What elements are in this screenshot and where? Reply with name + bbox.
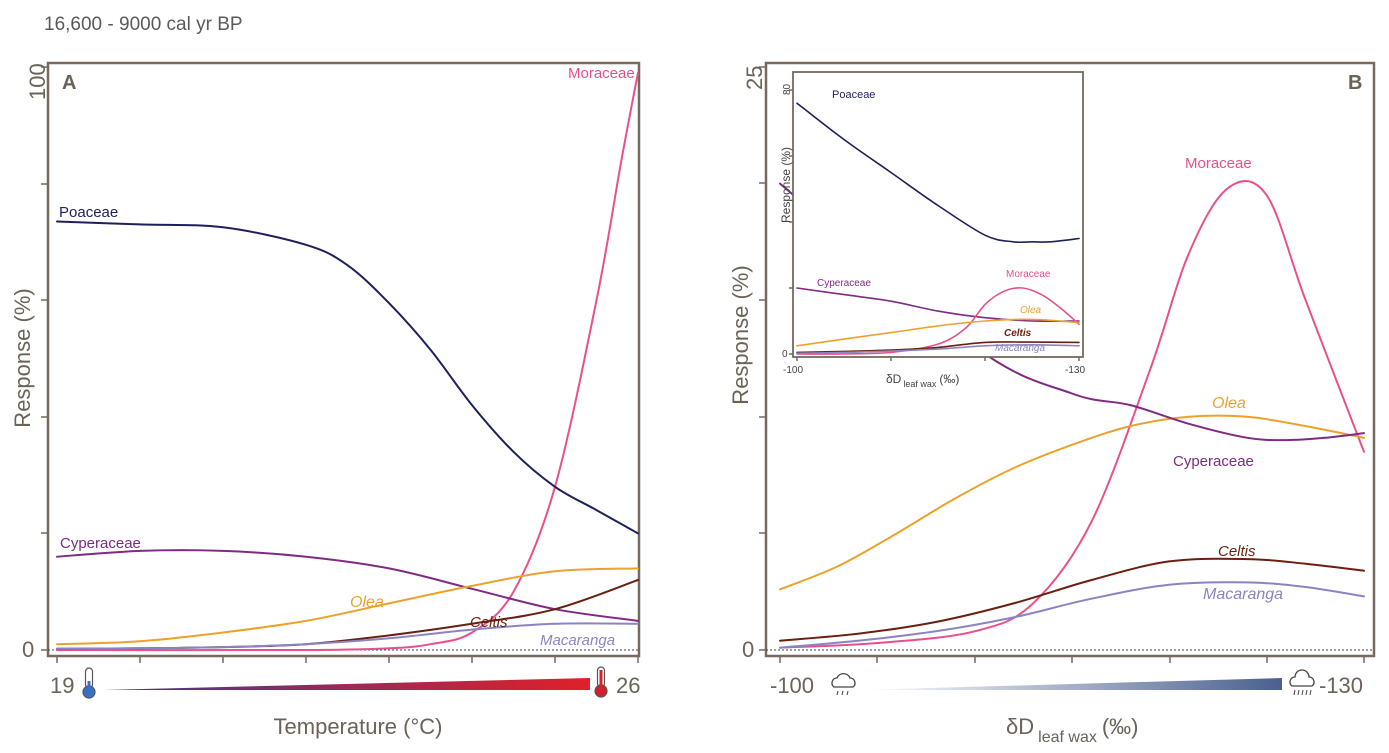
panel-a-ytick-top: 100 (25, 63, 50, 100)
panel-b-ytick-top: 25 (742, 66, 767, 90)
panel-a-xtick-left: 19 (50, 673, 74, 698)
b-series-line-celtis (779, 557, 1365, 642)
panel-b-ytick-bottom: 0 (742, 637, 754, 662)
panel-b-y-axis-label: Response (%) (728, 265, 753, 404)
inset-x-axis-label: δD leaf wax (‰) (886, 372, 959, 389)
inset-series (796, 102, 1080, 355)
panel-b-xtick-right: -130 (1319, 673, 1363, 698)
label-olea-a: Olea (350, 594, 384, 611)
label-moraceae-a: Moraceae (568, 65, 635, 82)
panel-b-frame (764, 61, 1376, 658)
a-series-line-macaranga (56, 622, 639, 650)
panel-a-x-axis-label: Temperature (°C) (274, 714, 443, 739)
inset-ticks (789, 89, 1080, 361)
panel-a-series (56, 71, 639, 652)
panel-b: B 25 0 Response (%) Moraceae Olea Cypera… (728, 61, 1376, 746)
panel-a-ytick-bottom: 0 (22, 637, 34, 662)
inset-ytick-top: 80 (782, 83, 793, 95)
inset-series-line-poaceae (796, 102, 1080, 244)
panel-b-letter: B (1348, 72, 1362, 94)
inset-series-line-moraceae (796, 287, 1080, 355)
inset-series-line-celtis (796, 341, 1080, 354)
panel-a-y-ticks (41, 66, 48, 651)
panel-b-inset: 80 0 Response (%) -100 -130 δD leaf wax (‰… (779, 71, 1085, 389)
panel-b-xtick-left: -100 (770, 673, 814, 698)
b-series-line-olea (779, 414, 1365, 591)
figure-title: 16,600 - 9000 cal yr BP (44, 14, 243, 35)
a-series-line-moraceae (56, 71, 639, 652)
thermometer-cold-icon (82, 667, 96, 699)
label-macaranga-b: Macaranga (1203, 586, 1283, 603)
label-celtis-inset: Celtis (1004, 328, 1032, 339)
label-macaranga-a: Macaranga (540, 632, 615, 649)
inset-ytick-bottom: 0 (782, 349, 788, 360)
label-cyperaceae-a: Cyperaceae (60, 535, 141, 552)
a-series-line-poaceae (56, 220, 639, 535)
label-cyperaceae-inset: Cyperaceae (817, 278, 871, 289)
b-series-line-moraceae (779, 180, 1365, 649)
label-olea-inset: Olea (1020, 305, 1042, 316)
light-rain-cloud-icon (831, 672, 856, 696)
panel-a: A 100 0 Response (%) Moraceae Poaceae Cy… (10, 61, 641, 739)
label-moraceae-b: Moraceae (1185, 155, 1252, 172)
panel-a-y-axis-label: Response (%) (10, 288, 35, 427)
inset-frame (792, 71, 1084, 358)
label-moraceae-inset: Moraceae (1006, 269, 1051, 280)
inset-series-line-olea (796, 318, 1080, 347)
label-macaranga-inset: Macaranga (995, 343, 1045, 354)
inset-y-axis-label: Response (%) (779, 147, 793, 223)
label-celtis-a: Celtis (470, 614, 508, 631)
rainfall-gradient-bar (860, 678, 1282, 690)
label-poaceae-inset: Poaceae (832, 89, 875, 101)
panel-a-frame (46, 61, 641, 658)
b-series-line-macaranga (779, 581, 1365, 649)
panel-b-y-ticks (759, 66, 766, 651)
a-series-line-olea (56, 567, 639, 646)
temperature-gradient-bar (104, 678, 590, 690)
inset-series-line-cyperaceae (796, 287, 1080, 323)
panel-a-x-ticks (56, 656, 639, 663)
label-cyperaceae-b: Cyperaceae (1173, 453, 1254, 470)
panel-a-letter: A (62, 72, 76, 94)
a-series-line-cyperaceae (56, 549, 639, 622)
label-celtis-b: Celtis (1218, 543, 1256, 560)
label-olea-b: Olea (1212, 395, 1246, 412)
thermometer-hot-icon (594, 666, 608, 698)
inset-xtick-left: -100 (783, 365, 803, 376)
heavy-rain-cloud-icon (1289, 669, 1315, 696)
panel-a-xtick-right: 26 (616, 673, 640, 698)
panel-b-x-ticks (779, 656, 1365, 663)
panel-b-x-axis-label: δD leaf wax (‰) (1006, 714, 1139, 746)
inset-xtick-right: -130 (1065, 365, 1085, 376)
label-poaceae-a: Poaceae (59, 204, 118, 221)
inset-series-line-macaranga (796, 343, 1080, 355)
